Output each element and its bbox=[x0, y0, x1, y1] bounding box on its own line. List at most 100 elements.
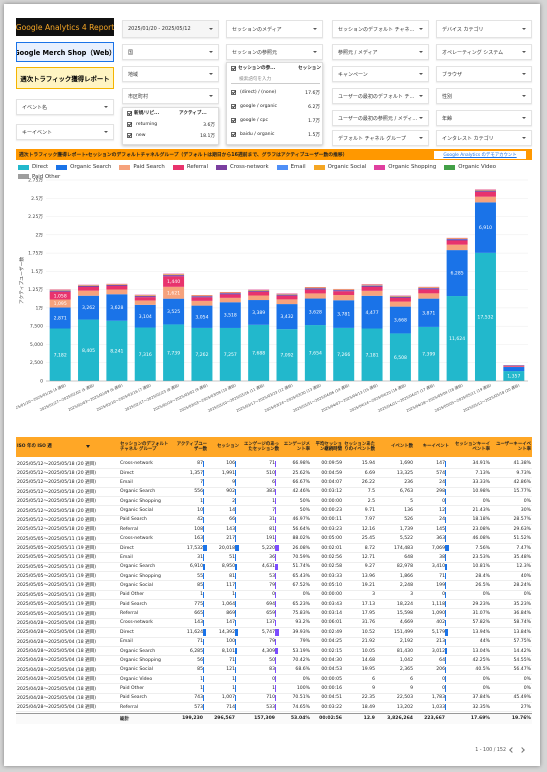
bar-segment bbox=[248, 295, 270, 301]
search-input[interactable]: 検索語句を入力 bbox=[231, 75, 320, 84]
filter-dropdown[interactable]: セッションのデフォルト チャネ... bbox=[332, 20, 429, 38]
option-label[interactable]: baidu / organic bbox=[240, 132, 275, 137]
bar-segment bbox=[446, 250, 468, 297]
user-type-dropdown[interactable]: 新規/リピ... アクティブ... returning 3.6万 new 18.1万 bbox=[122, 107, 219, 145]
checkbox[interactable] bbox=[127, 122, 132, 127]
checkbox[interactable] bbox=[127, 133, 132, 138]
next-page[interactable] bbox=[519, 747, 525, 753]
column-header[interactable]: キーイベント bbox=[422, 444, 449, 450]
table-cell: 2025/05/05〜2025/05/11 (19 週目) bbox=[17, 536, 97, 542]
table-cell: 9 bbox=[372, 686, 375, 692]
row-divider bbox=[16, 514, 532, 516]
filter-dropdown[interactable]: キャンペーン bbox=[332, 66, 429, 82]
column-header[interactable]: セッションあたりのイベント数 bbox=[344, 441, 375, 452]
checkbox[interactable] bbox=[231, 104, 236, 109]
filter-dropdown[interactable]: インタレスト カテゴリ bbox=[436, 130, 532, 146]
filter-dropdown[interactable]: ユーザーの最初のデフォルト チ... bbox=[332, 88, 429, 104]
column-header[interactable]: セッションのデフォルト チャネル グループ bbox=[120, 441, 169, 452]
table-cell: 00:06:01 bbox=[321, 620, 342, 626]
table-cell: 6,763 bbox=[399, 489, 413, 495]
y-tick-label: 5,000 bbox=[30, 342, 43, 348]
legend-item[interactable]: Organic Search bbox=[56, 163, 111, 171]
legend-item[interactable]: Organic Video bbox=[444, 163, 496, 171]
filter-dropdown[interactable]: ユーザーの最初の参照元 / メディ... bbox=[332, 110, 429, 126]
column-header[interactable]: 平均セッション継続時間 bbox=[315, 441, 342, 452]
filter-dropdown[interactable]: オペレーティング システム bbox=[436, 44, 532, 60]
filter-dropdown[interactable]: 参照元 / メディア bbox=[332, 44, 429, 60]
filter-dropdown[interactable]: ブラウザ bbox=[436, 66, 532, 82]
table-cell: 106 bbox=[226, 461, 235, 467]
checkbox[interactable] bbox=[127, 111, 132, 116]
filter-dropdown[interactable]: セッションのメディア bbox=[226, 20, 323, 38]
table-cell: 00:03:23 bbox=[321, 526, 342, 532]
table-cell: 1,033 bbox=[431, 704, 445, 710]
filter-dropdown[interactable]: イベント名 bbox=[16, 99, 114, 115]
filter-dropdown[interactable]: 国 bbox=[122, 44, 219, 60]
option-label[interactable]: returning bbox=[136, 122, 158, 127]
legend-item[interactable]: Organic Social bbox=[313, 163, 366, 171]
y-tick-label: 2,500 bbox=[30, 360, 43, 366]
column-header[interactable]: セッション bbox=[217, 444, 239, 450]
source-dropdown[interactable]: セッションの参... セッション 検索語句を入力 (direct) / (none) 1… bbox=[226, 62, 323, 145]
legend-item[interactable]: Referral bbox=[172, 163, 208, 171]
legend-item[interactable]: Email bbox=[276, 163, 306, 171]
demo-link[interactable]: Google Analytics のデモアカウント bbox=[434, 150, 526, 159]
bar-segment bbox=[78, 290, 100, 296]
cell-data-bar bbox=[445, 544, 449, 552]
table-cell: 12.71 bbox=[361, 554, 375, 560]
bar-segment bbox=[248, 291, 270, 296]
legend-item[interactable]: Organic Shopping bbox=[374, 163, 436, 171]
table-cell: 40.5% bbox=[475, 667, 490, 673]
table-cell: 66.67% bbox=[292, 479, 310, 485]
checkbox[interactable] bbox=[231, 66, 236, 71]
legend-item[interactable]: Paid Other bbox=[18, 173, 60, 181]
column-header[interactable]: アクティブユーザー数 bbox=[176, 441, 207, 452]
legend-swatch bbox=[216, 164, 227, 170]
date-range[interactable]: 2025/01/20 - 2025/05/12 bbox=[122, 20, 219, 38]
filter-dropdown[interactable]: キーイベント bbox=[16, 124, 114, 140]
filter-dropdown[interactable]: 市区町村 bbox=[122, 88, 219, 104]
legend-item[interactable]: Cross-network bbox=[216, 163, 269, 171]
checkbox[interactable] bbox=[231, 90, 236, 95]
bar-segment bbox=[163, 298, 185, 325]
cell-data-bar bbox=[275, 657, 276, 664]
cell-data-bar bbox=[445, 591, 446, 599]
filter-dropdown[interactable]: 年齢 bbox=[436, 110, 532, 126]
prev-page[interactable] bbox=[509, 747, 515, 753]
cell-data-bar bbox=[203, 507, 204, 514]
option-label[interactable]: new bbox=[136, 133, 146, 138]
row-divider bbox=[16, 683, 532, 684]
column-header[interactable]: エンゲージメント率 bbox=[283, 441, 310, 452]
filter-dropdown[interactable]: デバイス カテゴリ bbox=[436, 20, 532, 38]
table-cell: 58.74% bbox=[513, 620, 531, 626]
option-label[interactable]: google / organic bbox=[240, 104, 278, 109]
column-header[interactable]: エンゲージのあったセッション数 bbox=[243, 441, 279, 452]
bar-segment bbox=[446, 238, 468, 240]
table-cell: 85 bbox=[197, 582, 203, 588]
option-label[interactable]: google / cpc bbox=[240, 118, 268, 123]
cell-data-bar bbox=[445, 479, 446, 486]
column-header[interactable]: イベント数 bbox=[391, 444, 413, 450]
legend-item[interactable]: Direct bbox=[18, 163, 48, 171]
table-cell: 35.48% bbox=[513, 554, 531, 560]
table-cell: 31.76 bbox=[361, 620, 375, 626]
legend-item[interactable]: Paid Search bbox=[119, 163, 165, 171]
column-header[interactable]: セッションキーイベント率 bbox=[454, 441, 490, 452]
checkbox[interactable] bbox=[231, 132, 236, 137]
column-header[interactable]: ISO 年の ISO 週 bbox=[17, 444, 52, 450]
filter-dropdown[interactable]: デフォルト チャネル グループ bbox=[332, 130, 429, 146]
table-cell: Organic Search bbox=[120, 648, 156, 654]
filter-dropdown[interactable]: 性別 bbox=[436, 88, 532, 104]
filter-dropdown[interactable]: セッションの参照元 bbox=[226, 44, 323, 60]
checkbox[interactable] bbox=[231, 118, 236, 123]
cell-data-bar bbox=[235, 591, 236, 599]
table-cell: 143 bbox=[194, 620, 203, 626]
table-cell: 45.49% bbox=[513, 695, 531, 701]
table-cell: 00:00:05 bbox=[321, 676, 342, 682]
option-label[interactable]: (direct) / (none) bbox=[240, 90, 277, 95]
table-cell: 17,532 bbox=[186, 545, 203, 551]
column-header[interactable]: ユーザーキーイベント率 bbox=[495, 441, 531, 452]
filter-dropdown[interactable]: 地域 bbox=[122, 66, 219, 82]
sort-indicator[interactable] bbox=[86, 445, 90, 448]
property-button[interactable]: Google Merch Shop（Web） bbox=[16, 42, 114, 62]
